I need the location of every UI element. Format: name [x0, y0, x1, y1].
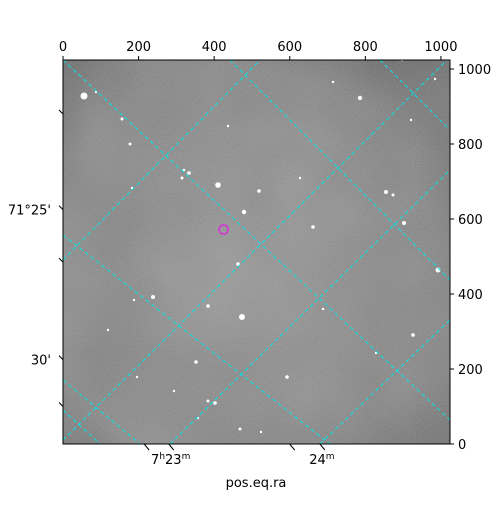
star	[259, 430, 263, 434]
star	[226, 124, 230, 128]
right-pixel-axis: 0 200 400 600 800 1000	[450, 63, 491, 453]
target-marker	[218, 224, 230, 235]
ra-minor-tick	[289, 443, 296, 451]
star	[402, 221, 406, 225]
ra-tick-label: 7h23m	[151, 452, 190, 468]
grid-line	[63, 60, 448, 441]
star	[130, 186, 134, 190]
top-tick-label: 400	[202, 40, 227, 55]
star	[135, 375, 139, 379]
star	[132, 298, 136, 302]
right-tick-label: 400	[458, 288, 483, 303]
grid-line	[319, 319, 450, 444]
star	[180, 176, 184, 180]
star	[206, 304, 210, 308]
star	[391, 193, 395, 197]
grid-line	[229, 60, 450, 281]
star	[187, 171, 191, 175]
star	[241, 209, 247, 215]
grid-line	[63, 409, 101, 444]
x-axis-label: pos.eq.ra	[226, 476, 287, 491]
star	[106, 328, 110, 332]
grid-line	[63, 60, 261, 261]
star	[80, 92, 88, 100]
grid-line	[63, 379, 141, 444]
star	[433, 77, 437, 81]
star	[298, 176, 302, 180]
star	[236, 262, 240, 266]
sky-image	[63, 60, 450, 444]
dec-tick-label: 30'	[31, 354, 51, 369]
star	[321, 307, 325, 311]
star	[331, 80, 335, 84]
top-tick-label: 200	[126, 40, 151, 55]
dec-minor-tick	[58, 402, 64, 407]
grid-line	[169, 169, 450, 444]
star	[384, 190, 388, 194]
ra-tick-label: 24m	[309, 452, 334, 468]
star	[411, 333, 415, 337]
ra-tick	[319, 443, 326, 451]
grid-line	[63, 234, 331, 444]
star	[239, 314, 245, 320]
dec-tick	[58, 205, 64, 210]
right-tick-label: 600	[458, 213, 483, 228]
star	[120, 117, 124, 121]
right-tick-label: 200	[458, 363, 483, 378]
right-tick-label: 0	[458, 438, 466, 453]
star	[257, 189, 261, 193]
dec-axis-labels: 71°25' 30'	[8, 109, 64, 407]
dec-tick	[58, 355, 64, 360]
star	[128, 142, 132, 146]
star	[285, 375, 289, 379]
top-pixel-axis: 0 200 400 600 800 1000	[59, 40, 457, 60]
star	[215, 182, 221, 188]
star	[206, 399, 210, 403]
star	[172, 389, 176, 393]
star	[238, 427, 242, 431]
star	[182, 168, 186, 172]
axes-frame	[62, 59, 451, 445]
dec-minor-tick	[58, 109, 64, 115]
ra-minor-tick	[143, 443, 150, 451]
right-tick-label: 800	[458, 138, 483, 153]
star	[311, 225, 315, 229]
right-tick-label: 1000	[458, 63, 491, 78]
star	[409, 118, 413, 122]
top-tick-label: 0	[59, 40, 67, 55]
star	[213, 401, 217, 405]
ra-tick	[168, 443, 175, 451]
star	[151, 295, 155, 299]
star	[357, 95, 363, 101]
star-field	[80, 60, 441, 434]
star	[194, 360, 198, 364]
dec-minor-tick	[58, 257, 64, 263]
dec-tick-label: 71°25'	[8, 204, 51, 219]
top-tick-label: 800	[353, 40, 378, 55]
top-tick-label: 1000	[424, 40, 457, 55]
top-tick-label: 600	[277, 40, 302, 55]
grid-line	[379, 60, 450, 131]
ra-axis-labels: 7h23m 24m	[143, 443, 335, 468]
coordinate-grid	[63, 60, 450, 444]
